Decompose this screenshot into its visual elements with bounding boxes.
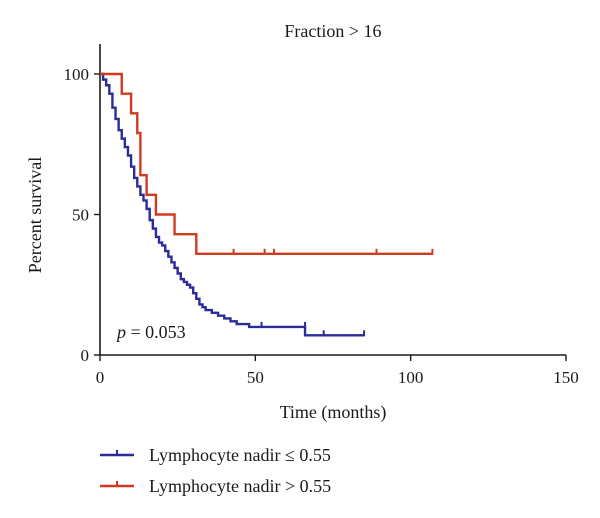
legend-label: Lymphocyte nadir > 0.55 (149, 476, 331, 496)
p-value-text: = 0.053 (126, 322, 186, 342)
series-line-2 (100, 72, 433, 256)
x-tick-label: 150 (553, 368, 579, 387)
y-tick-label: 100 (64, 65, 90, 84)
axes: 0 50 100 150 0 50 100 (64, 44, 579, 387)
y-tick-label: 0 (81, 346, 90, 365)
y-tick-label: 50 (72, 206, 89, 225)
x-axis-label: Time (months) (280, 402, 387, 423)
series-line-1 (100, 72, 365, 337)
series-layer (100, 72, 434, 337)
p-value-symbol: p (115, 322, 126, 342)
legend: Lymphocyte nadir ≤ 0.55 Lymphocyte nadir … (100, 445, 331, 496)
y-axis-label: Percent survival (25, 157, 45, 273)
p-value-annotation: p = 0.053 (115, 322, 186, 342)
x-tick-label: 0 (96, 368, 105, 387)
x-tick-label: 100 (398, 368, 424, 387)
legend-label: Lymphocyte nadir ≤ 0.55 (149, 445, 331, 465)
chart-title: Fraction > 16 (284, 21, 381, 41)
x-tick-label: 50 (247, 368, 264, 387)
